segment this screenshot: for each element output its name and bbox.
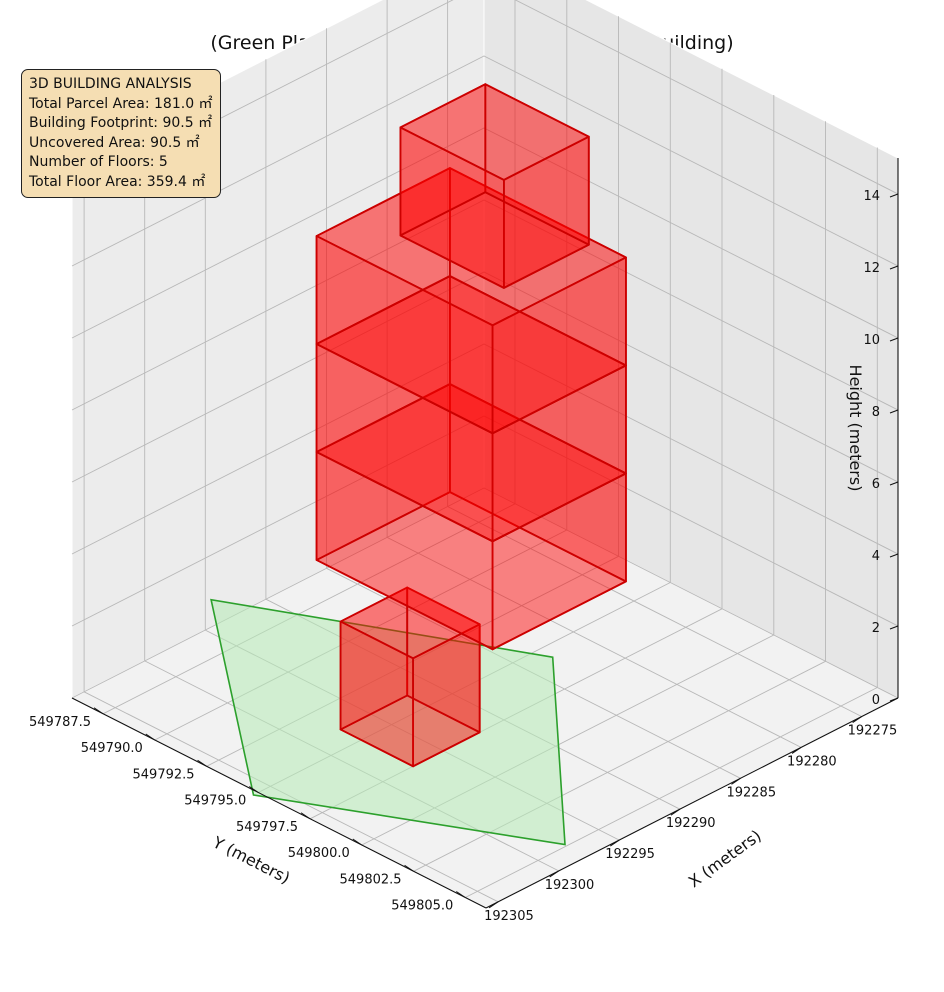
z-tick-mark xyxy=(889,409,899,414)
x-tick-label: 192280 xyxy=(787,754,837,769)
y-tick-label: 549787.5 xyxy=(29,715,91,730)
y-axis-line xyxy=(71,697,487,909)
z-tick-mark xyxy=(889,697,899,702)
y-tick-mark xyxy=(197,759,207,767)
z-tick-mark xyxy=(889,481,899,486)
tick-labels: 192275 192280 192285 192290 192295 192300 1923… xyxy=(29,189,899,924)
grid-line-z xyxy=(71,343,899,555)
floor-1-bottom-face xyxy=(339,694,481,768)
z-tick-mark xyxy=(889,265,899,270)
y-tick-mark xyxy=(249,786,259,793)
x-tick-label: 192275 xyxy=(848,724,898,739)
x-tick-label: 192295 xyxy=(605,847,655,862)
floor-1 xyxy=(339,586,481,768)
x-tick-mark xyxy=(670,808,681,816)
z-tick-label: 6 xyxy=(872,477,880,492)
grid-line-z xyxy=(71,487,899,699)
x-tick-label: 192305 xyxy=(484,909,534,924)
x-tick-mark xyxy=(791,746,802,754)
y-axis-label: Y (meters) xyxy=(209,832,293,887)
y-tick-label: 549800.0 xyxy=(288,846,350,861)
z-tick-label: 8 xyxy=(872,405,880,420)
z-tick-label: 0 xyxy=(872,693,880,708)
y-tick-label: 549805.0 xyxy=(391,899,453,914)
info-line-floor-area: Total Floor Area: 359.4 ㎡ xyxy=(29,173,206,190)
x-axis-label: X (meters) xyxy=(685,826,765,891)
y-tick-mark xyxy=(145,733,156,741)
floor-5 xyxy=(399,83,590,289)
x-tick-mark xyxy=(610,839,620,847)
x-tick-mark xyxy=(549,870,559,878)
grid-line-z xyxy=(71,199,899,411)
z-tick-label: 10 xyxy=(863,333,880,348)
z-tick-mark xyxy=(889,553,899,558)
x-tick-label: 192285 xyxy=(726,785,776,800)
info-title: 3D BUILDING ANALYSIS xyxy=(29,76,192,92)
info-line-parcel-area: Total Parcel Area: 181.0 ㎡ xyxy=(29,95,213,112)
z-tick-mark xyxy=(889,193,899,198)
y-tick-label: 549790.0 xyxy=(81,741,143,756)
z-tick-label: 12 xyxy=(863,261,880,276)
grid-line-z xyxy=(71,127,899,339)
floor-4 xyxy=(315,167,627,435)
z-tick-mark xyxy=(889,625,899,630)
y-tick-mark xyxy=(300,812,311,820)
floor-4-bottom-face xyxy=(315,275,627,435)
info-line-footprint: Building Footprint: 90.5 ㎡ xyxy=(29,115,213,131)
x-tick-mark xyxy=(852,716,862,723)
floor-3 xyxy=(315,275,627,543)
x-tick-label: 192290 xyxy=(666,816,716,831)
x-tick-mark xyxy=(731,777,741,785)
y-tick-mark xyxy=(352,838,363,846)
y-tick-label: 549797.5 xyxy=(236,820,298,835)
y-tick-mark xyxy=(456,891,466,898)
z-tick-label: 4 xyxy=(872,549,880,564)
z-tick-label: 2 xyxy=(872,621,880,636)
y-tick-label: 549802.5 xyxy=(340,872,402,887)
grid-line-z xyxy=(71,415,899,627)
parcel-polygon xyxy=(210,598,566,846)
info-line-uncovered: Uncovered Area: 90.5 ㎡ xyxy=(29,134,200,151)
building-volume xyxy=(315,83,627,768)
floor-5-bottom-face xyxy=(399,191,590,289)
z-axis-label: Height (meters) xyxy=(846,365,865,492)
info-line-floors: Number of Floors: 5 xyxy=(29,154,168,170)
x-tick-label: 192300 xyxy=(545,878,595,893)
y-tick-label: 549795.0 xyxy=(184,794,246,809)
y-tick-mark xyxy=(404,864,414,872)
y-tick-label: 549792.5 xyxy=(133,767,195,782)
grid-line-z xyxy=(71,271,899,483)
floor-3-bottom-face xyxy=(315,383,627,543)
z-tick-label: 14 xyxy=(863,189,880,204)
y-tick-mark xyxy=(93,707,104,715)
x-axis-line xyxy=(485,697,899,909)
x-tick-mark xyxy=(488,901,499,909)
parcel-platform xyxy=(210,598,566,846)
analysis-info-box: 3D BUILDING ANALYSIS Total Parcel Area: … xyxy=(21,69,221,198)
z-tick-mark xyxy=(889,337,899,342)
floor-2-bottom-face xyxy=(315,491,627,651)
axis-lines xyxy=(71,158,899,909)
